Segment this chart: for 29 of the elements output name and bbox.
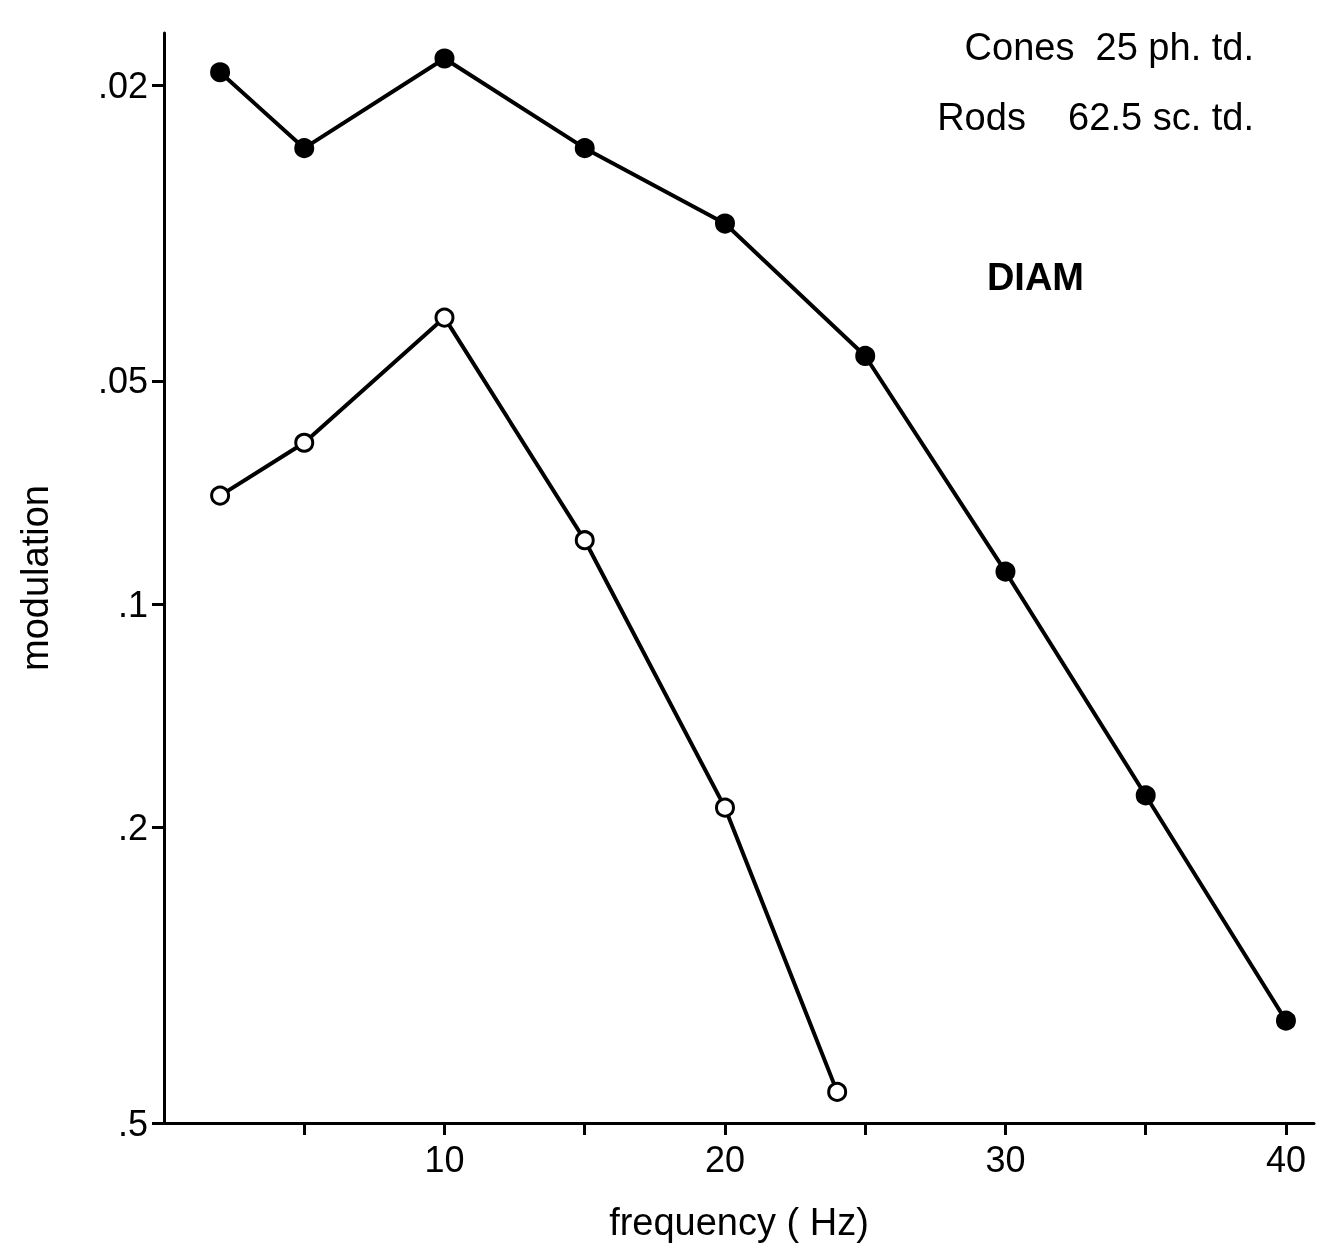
annotation: Rods 62.5 sc. td. <box>937 96 1255 138</box>
x-tick-label: 40 <box>1265 1138 1306 1180</box>
y-tick-label: .2 <box>117 807 148 849</box>
point <box>1135 785 1156 806</box>
point <box>995 561 1016 582</box>
point <box>294 432 315 453</box>
point <box>827 1081 848 1102</box>
y-axis-title: modulation <box>14 485 56 671</box>
point <box>714 213 735 234</box>
point <box>294 138 315 159</box>
point <box>1275 1010 1296 1031</box>
point <box>210 62 231 83</box>
point <box>855 345 876 366</box>
x-tick-label: 20 <box>704 1138 745 1180</box>
x-axis-title: frequency ( Hz) <box>609 1201 869 1243</box>
annotation: DIAM <box>986 256 1085 298</box>
x-tick-label: 10 <box>424 1138 465 1180</box>
x-tick-label: 30 <box>985 1138 1026 1180</box>
annotation: Cones 25 ph. td. <box>964 26 1255 68</box>
point <box>574 530 595 551</box>
point <box>714 797 735 818</box>
y-tick-label: .02 <box>97 64 148 106</box>
y-tick-label: .5 <box>117 1102 148 1144</box>
y-tick-label: .05 <box>97 360 148 402</box>
point <box>434 48 455 69</box>
point <box>210 485 231 506</box>
y-tick-label: .1 <box>117 583 148 625</box>
point <box>574 138 595 159</box>
point <box>434 307 455 328</box>
